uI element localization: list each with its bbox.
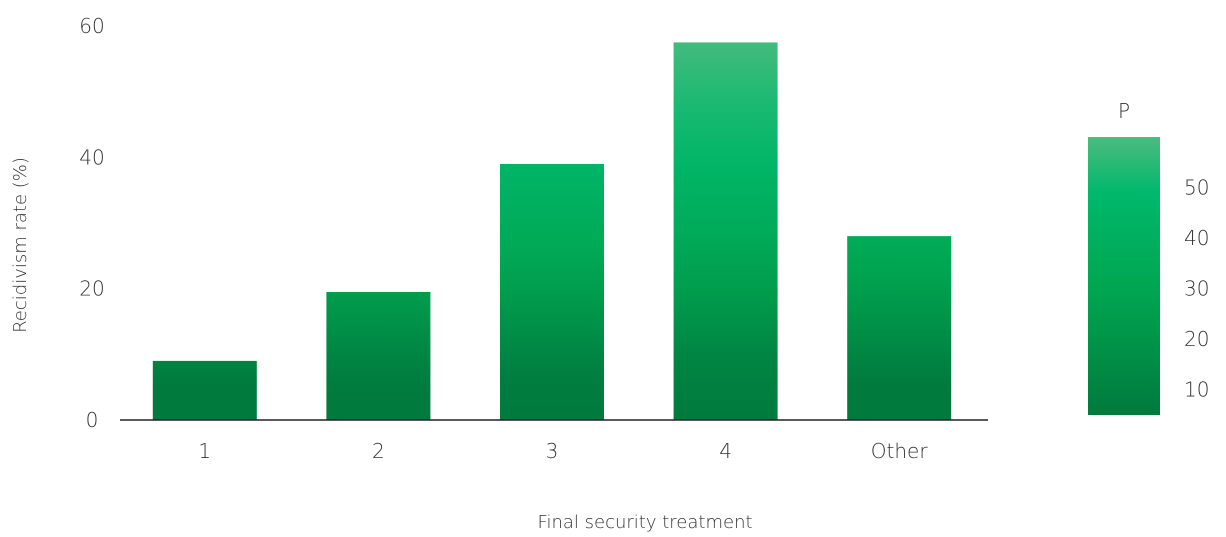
bar-4 xyxy=(673,42,778,421)
y-tick-label: 0 xyxy=(86,408,99,432)
colorbar-gradient xyxy=(1088,137,1160,415)
y-tick-label: 40 xyxy=(79,145,104,169)
x-tick-label: 3 xyxy=(546,439,559,463)
colorbar-tick-label: 30 xyxy=(1184,277,1209,301)
y-axis-ticks: 0 20 40 60 xyxy=(79,14,104,432)
y-tick-label: 20 xyxy=(79,277,104,301)
x-axis-ticks: 1 2 3 4 Other xyxy=(198,439,928,463)
colorbar-tick-label: 50 xyxy=(1184,176,1209,200)
x-tick-label: 4 xyxy=(719,439,732,463)
x-axis-title: Final security treatment xyxy=(537,512,752,533)
colorbar-tick-label: 40 xyxy=(1184,226,1209,250)
y-tick-label: 60 xyxy=(79,14,104,38)
bar-1 xyxy=(152,360,257,420)
x-tick-label: Other xyxy=(871,439,929,463)
bar-other xyxy=(847,236,952,420)
colorbar-ticks: 10 20 30 40 50 xyxy=(1184,176,1209,402)
colorbar-tick-label: 10 xyxy=(1184,378,1209,402)
x-tick-label: 2 xyxy=(372,439,385,463)
y-axis-title: Recidivism rate (%) xyxy=(10,157,31,333)
bars xyxy=(152,42,952,421)
bar-2 xyxy=(326,291,431,420)
colorbar-tick-label: 20 xyxy=(1184,327,1209,351)
colorbar-legend: P 10 20 30 40 50 xyxy=(1088,99,1209,415)
x-tick-label: 1 xyxy=(198,439,211,463)
bar-3 xyxy=(500,163,604,420)
plot-area: 0 20 40 60 1 2 3 4 Other xyxy=(79,14,988,463)
colorbar-title: P xyxy=(1118,99,1130,123)
